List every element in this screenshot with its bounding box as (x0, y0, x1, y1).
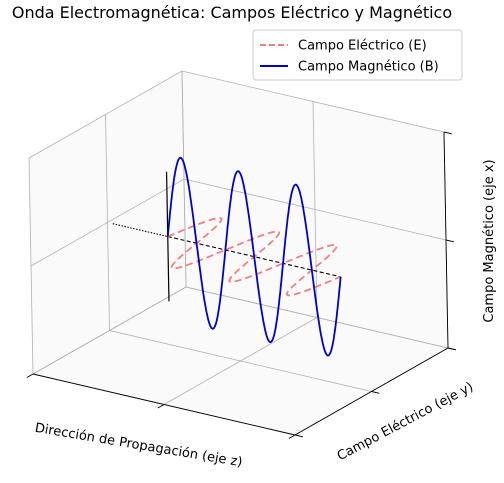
axis-ticks (26, 131, 456, 439)
grid-lines (28, 70, 449, 436)
x-tick-2 (288, 434, 296, 439)
series-line-magnetic (166, 156, 342, 357)
y-tick-1 (371, 391, 380, 394)
grid-line-w-1 (30, 178, 447, 267)
legend-label-magnetic: Campo Magnético (B) (298, 60, 439, 75)
legend-label-electric: Campo Eléctrico (E) (298, 39, 427, 54)
z-tick-0 (447, 347, 456, 351)
chart-title: Onda Electromagnética: Campos Eléctrico … (12, 3, 452, 22)
z-tick-1 (445, 239, 454, 243)
grid-line-w-2 (28, 70, 445, 159)
propagation-axis-tail (112, 223, 168, 238)
series-layer (112, 156, 342, 357)
z-tick-2 (443, 131, 452, 135)
legend: Campo Eléctrico (E) Campo Magnético (B) (252, 29, 463, 81)
grid-line-w-0 (32, 286, 449, 375)
x-axis-label: Dirección de Propagación (eje z) (34, 421, 244, 470)
x-tick-0 (26, 373, 34, 378)
start-reference-line (165, 171, 170, 302)
legend-frame (252, 29, 463, 81)
x-tick-1 (157, 404, 165, 409)
y-tick-0 (294, 434, 303, 438)
z-axis-label: Campo Magnético (eje x) (482, 159, 497, 322)
